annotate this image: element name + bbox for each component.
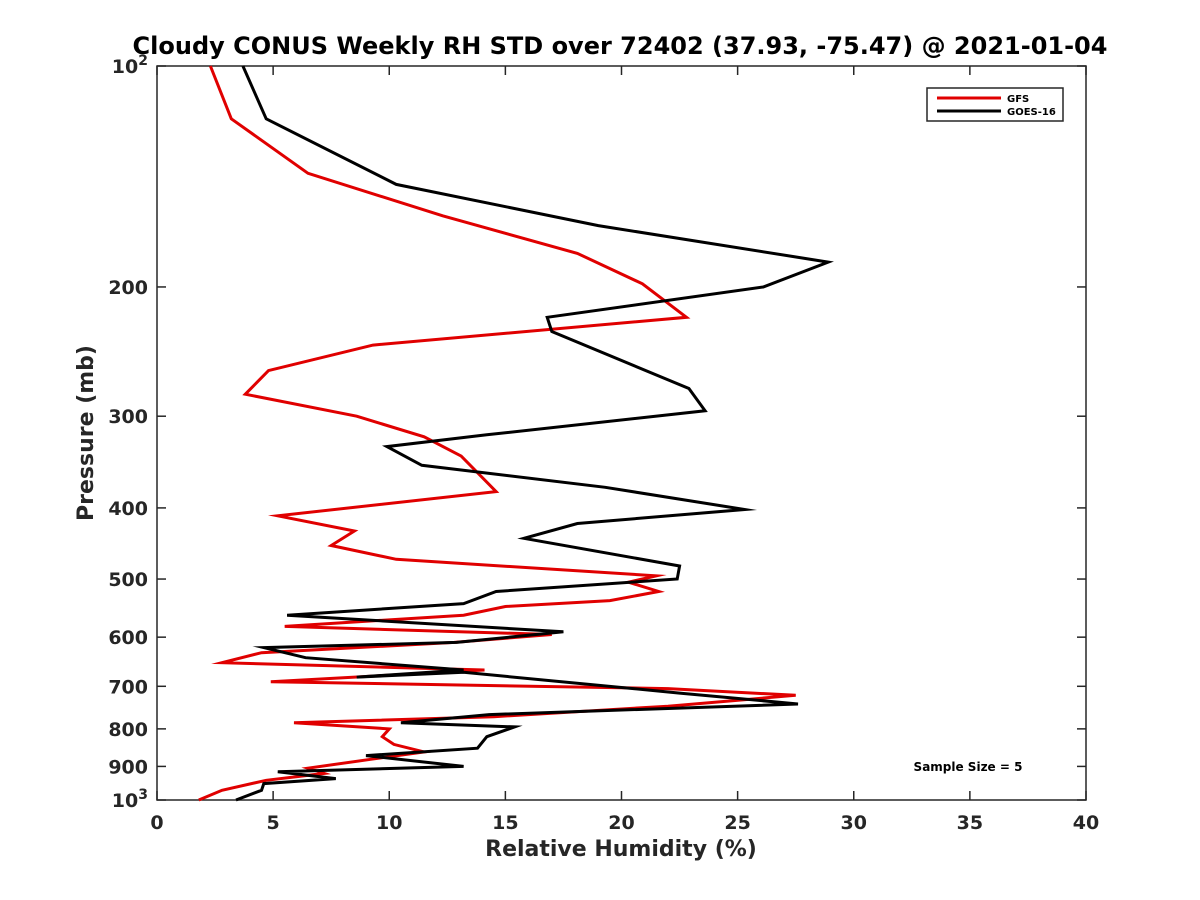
y-tick-label: 200 (108, 277, 148, 299)
chart-title: Cloudy CONUS Weekly RH STD over 72402 (3… (133, 32, 1108, 60)
y-tick-label: 700 (108, 676, 148, 698)
y-axis-ticks: 102 200 300 400 500 600 700 800 900 103 (108, 53, 1086, 812)
x-tick-label: 0 (150, 812, 163, 834)
y-tick-label: 500 (108, 569, 148, 591)
x-tick-label: 15 (492, 812, 518, 834)
y-tick-label: 600 (108, 627, 148, 649)
legend-box (926, 87, 1064, 122)
x-axis-label: Relative Humidity (%) (485, 837, 757, 862)
x-tick-label: 20 (608, 812, 634, 834)
sample-size-annotation: Sample Size = 5 (914, 760, 1023, 774)
y-tick-label: 400 (108, 498, 148, 520)
x-axis-ticks: 0 5 10 15 20 25 30 35 40 (150, 66, 1099, 834)
x-tick-label: 40 (1073, 812, 1099, 834)
series-lines (198, 65, 834, 802)
series-line-gfs (198, 65, 796, 802)
y-tick-label: 103 (112, 787, 148, 812)
y-tick-label: 102 (112, 53, 148, 78)
x-tick-label: 35 (957, 812, 983, 834)
plot-frame (156, 65, 1087, 801)
y-tick-label: 800 (108, 719, 148, 741)
x-tick-label: 5 (267, 812, 280, 834)
y-axis-label: Pressure (mb) (74, 345, 99, 521)
x-tick-label: 25 (724, 812, 750, 834)
y-tick-label: 300 (108, 406, 148, 428)
y-tick-label: 900 (108, 756, 148, 778)
legend: GFS GOES-16 (926, 87, 1064, 122)
x-tick-label: 10 (376, 812, 402, 834)
legend-label: GOES-16 (1007, 107, 1056, 118)
x-tick-label: 30 (841, 812, 867, 834)
legend-label: GFS (1007, 94, 1029, 105)
plot-area: 0 5 10 15 20 25 30 35 40 102 200 300 400 500 600 700 80… (108, 53, 1099, 834)
series-line-goes-16 (235, 65, 834, 802)
